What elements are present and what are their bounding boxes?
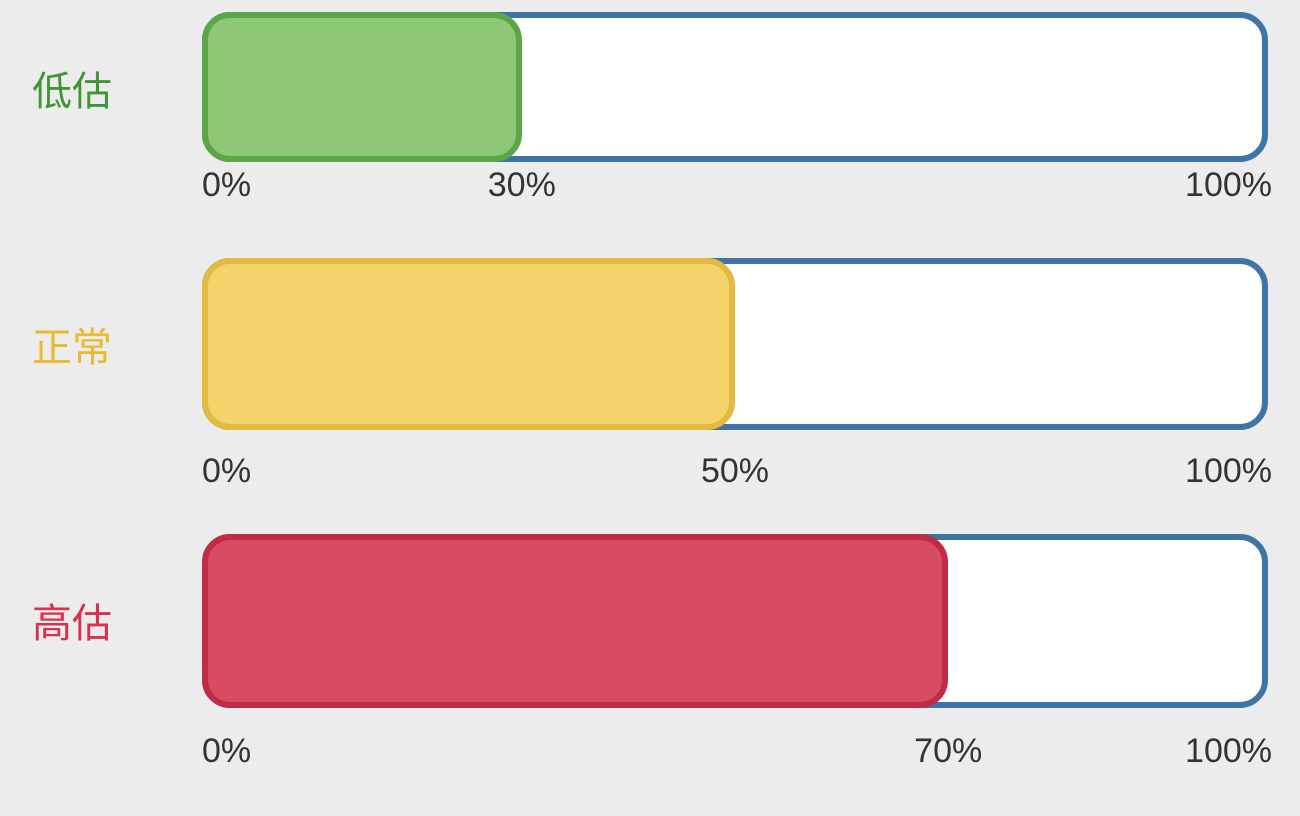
row-label-low: 低估: [32, 72, 112, 112]
row-label-high: 高估: [32, 604, 112, 644]
bar-row-normal: 正常0%50%100%: [0, 258, 1300, 510]
bar-fill-low: [202, 12, 522, 162]
tick-normal-2: 100%: [1172, 454, 1272, 488]
bar-area-normal: 0%50%100%: [202, 258, 1268, 430]
tick-low-2: 100%: [1172, 168, 1272, 202]
bar-area-high: 0%70%100%: [202, 534, 1268, 708]
tick-high-0: 0%: [202, 734, 251, 768]
bar-area-low: 0%30%100%: [202, 12, 1268, 162]
tick-low-1: 30%: [472, 168, 572, 202]
bar-row-low: 低估0%30%100%: [0, 12, 1300, 242]
bar-fill-normal: [202, 258, 735, 430]
bar-row-high: 高估0%70%100%: [0, 534, 1300, 788]
row-label-normal: 正常: [32, 328, 112, 368]
tick-low-0: 0%: [202, 168, 251, 202]
tick-normal-0: 0%: [202, 454, 251, 488]
tick-high-2: 100%: [1172, 734, 1272, 768]
tick-high-1: 70%: [898, 734, 998, 768]
bar-fill-high: [202, 534, 948, 708]
tick-normal-1: 50%: [685, 454, 785, 488]
